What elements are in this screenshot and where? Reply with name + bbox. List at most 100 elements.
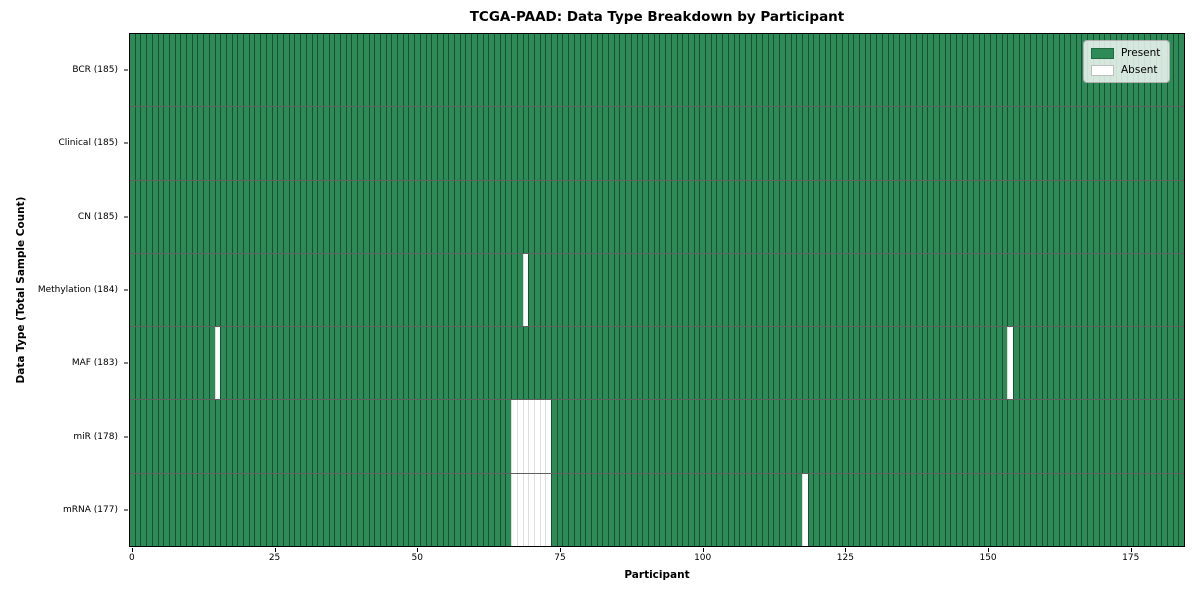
heatmap-cell — [995, 473, 1002, 546]
heatmap-cell — [499, 107, 506, 180]
heatmap-cell — [955, 34, 962, 107]
heatmap-cell — [345, 473, 352, 546]
heatmap-cell — [545, 253, 552, 327]
heatmap-cell — [699, 473, 706, 546]
heatmap-cell — [727, 473, 734, 546]
heatmap-cell — [282, 473, 289, 546]
heatmap-cell — [1121, 180, 1128, 253]
heatmap-cell — [807, 400, 814, 473]
heatmap-cell — [876, 107, 882, 180]
heatmap-cell — [636, 107, 643, 180]
heatmap-cell — [647, 473, 654, 546]
heatmap-cell — [767, 34, 774, 107]
heatmap-cell — [151, 253, 158, 327]
heatmap-cell — [516, 34, 523, 107]
heatmap-cell — [824, 327, 831, 400]
heatmap-cell — [545, 180, 552, 253]
heatmap-cell — [1047, 473, 1053, 546]
heatmap-cell — [511, 107, 517, 180]
heatmap-cell — [710, 107, 717, 180]
heatmap-cell — [300, 253, 306, 327]
heatmap-cell — [961, 327, 968, 400]
heatmap-cell — [1098, 327, 1105, 400]
heatmap-cell — [898, 400, 905, 473]
heatmap-cell — [590, 473, 597, 546]
heatmap-cell — [1081, 180, 1088, 253]
heatmap-cell — [448, 400, 455, 473]
heatmap-cell — [317, 34, 323, 107]
heatmap-cell — [1070, 107, 1076, 180]
heatmap-cell — [893, 473, 899, 546]
heatmap-cell — [750, 400, 757, 473]
heatmap-cell — [961, 107, 968, 180]
heatmap-cell — [887, 400, 894, 473]
heatmap-cell — [767, 327, 774, 400]
heatmap-cell — [254, 253, 261, 327]
heatmap-cell — [208, 180, 215, 253]
heatmap-cell — [881, 327, 888, 400]
heatmap-cell — [1155, 473, 1162, 546]
heatmap-cell — [881, 473, 888, 546]
heatmap-cell — [767, 473, 774, 546]
heatmap-cell — [813, 253, 820, 327]
heatmap-cell — [522, 327, 529, 400]
heatmap-cell — [665, 400, 671, 473]
heatmap-cell — [1035, 253, 1042, 327]
heatmap-cell — [1070, 34, 1076, 107]
heatmap-cell — [898, 473, 905, 546]
heatmap-cell — [602, 327, 609, 400]
heatmap-cell — [442, 327, 449, 400]
heatmap-cell — [425, 180, 432, 253]
heatmap-cell — [151, 34, 158, 107]
heatmap-cell — [231, 400, 238, 473]
heatmap-cell — [168, 327, 175, 400]
heatmap-cell — [904, 180, 911, 253]
heatmap-cell — [1070, 400, 1076, 473]
heatmap-cell — [533, 107, 540, 180]
heatmap-cell — [1098, 473, 1105, 546]
heatmap-cell — [334, 473, 341, 546]
heatmap-cell — [687, 253, 694, 327]
heatmap-cell — [214, 400, 221, 473]
heatmap-cell — [710, 473, 717, 546]
heatmap-cell — [260, 400, 266, 473]
heatmap-cell — [528, 34, 534, 107]
heatmap-cell — [1115, 400, 1122, 473]
heatmap-cell — [876, 34, 882, 107]
heatmap-cell — [585, 327, 591, 400]
heatmap-cell — [596, 327, 603, 400]
heatmap-row-clinical — [130, 106, 1185, 180]
heatmap-cell — [516, 180, 523, 253]
heatmap-cell — [243, 34, 249, 107]
heatmap-cell — [300, 107, 306, 180]
heatmap-cell — [408, 34, 415, 107]
heatmap-cell — [990, 327, 996, 400]
y-tick-mark — [124, 142, 128, 144]
heatmap-cell — [220, 107, 226, 180]
heatmap-cell — [134, 473, 141, 546]
heatmap-cell — [1041, 180, 1048, 253]
heatmap-cell — [642, 180, 648, 253]
heatmap-cell — [824, 107, 831, 180]
heatmap-cell — [300, 327, 306, 400]
heatmap-cell — [328, 400, 335, 473]
heatmap-cell — [973, 34, 979, 107]
heatmap-cell — [756, 327, 763, 400]
heatmap-cell — [431, 473, 437, 546]
heatmap-cell — [590, 400, 597, 473]
heatmap-cell — [727, 400, 734, 473]
heatmap-cell — [282, 180, 289, 253]
heatmap-cell — [448, 107, 455, 180]
heatmap-cell — [265, 327, 272, 400]
heatmap-cell — [265, 400, 272, 473]
heatmap-cell — [647, 327, 654, 400]
heatmap-cell — [334, 253, 341, 327]
heatmap-cell — [311, 253, 318, 327]
legend: Present Absent — [1083, 40, 1171, 83]
heatmap-cell — [613, 253, 620, 327]
heatmap-cell — [300, 180, 306, 253]
heatmap-cell — [1035, 34, 1042, 107]
heatmap-cell — [990, 180, 996, 253]
heatmap-cell — [151, 107, 158, 180]
heatmap-cell — [385, 107, 392, 180]
